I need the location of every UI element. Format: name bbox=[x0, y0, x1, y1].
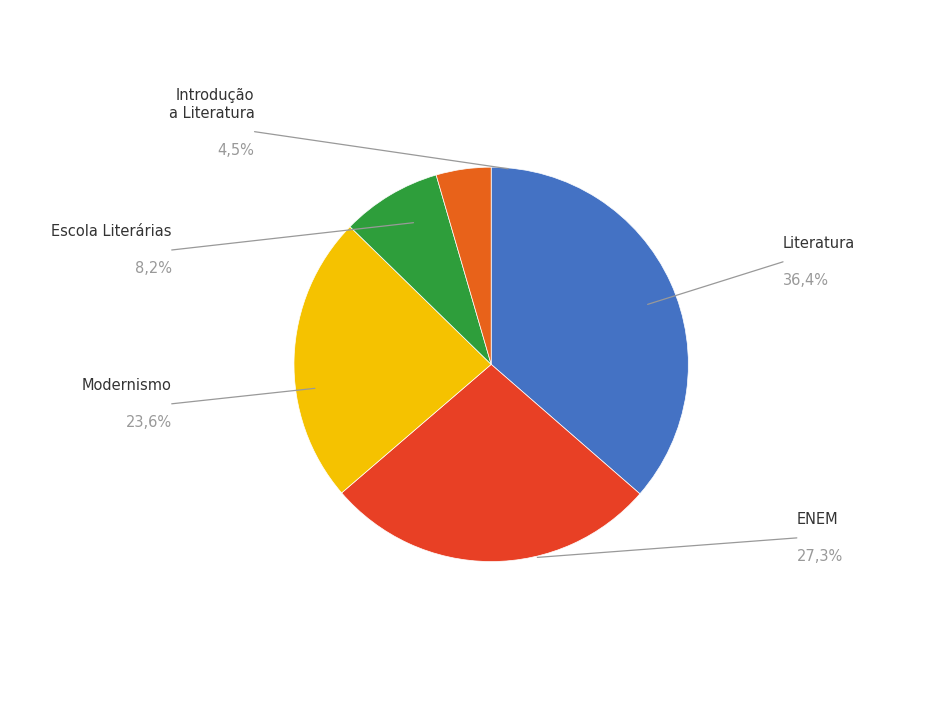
Text: Literatura: Literatura bbox=[783, 236, 856, 251]
Text: 23,6%: 23,6% bbox=[126, 415, 172, 430]
Text: 8,2%: 8,2% bbox=[135, 261, 172, 276]
Text: Modernismo: Modernismo bbox=[81, 378, 172, 393]
Text: Introdução
a Literatura: Introdução a Literatura bbox=[168, 89, 254, 121]
Wedge shape bbox=[437, 167, 491, 364]
Text: ENEM: ENEM bbox=[796, 512, 838, 527]
Text: 4,5%: 4,5% bbox=[217, 143, 254, 157]
Text: 27,3%: 27,3% bbox=[796, 549, 843, 564]
Text: 36,4%: 36,4% bbox=[783, 273, 829, 288]
Wedge shape bbox=[491, 167, 688, 494]
Text: LITERATURA: LITERATURA bbox=[18, 283, 39, 426]
Wedge shape bbox=[341, 364, 640, 562]
Text: Escola Literárias: Escola Literárias bbox=[51, 224, 172, 239]
Wedge shape bbox=[294, 227, 491, 493]
Wedge shape bbox=[350, 175, 491, 364]
